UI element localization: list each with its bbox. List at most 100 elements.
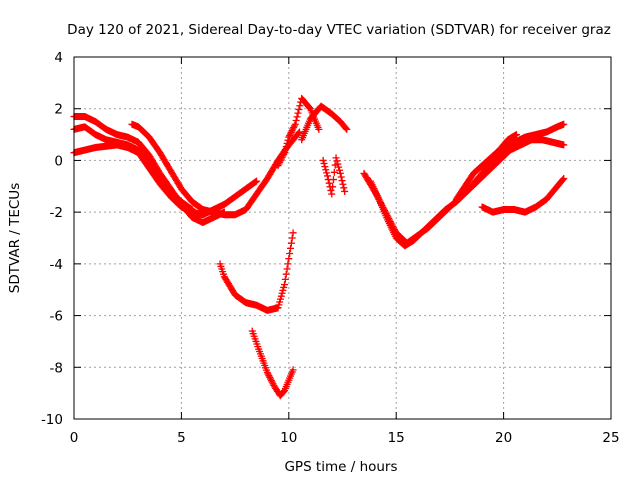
data-point	[288, 127, 296, 135]
axes: 0 5 10 15 20 25 -10 -8 -6 -4 -2 0 2 4	[41, 50, 620, 446]
data-point	[284, 136, 292, 144]
data-point	[341, 187, 349, 195]
y-tick-label: 2	[54, 102, 63, 118]
data-point	[291, 120, 299, 128]
data-point	[335, 166, 343, 174]
series-arc-3	[70, 123, 196, 214]
data-point	[287, 239, 295, 247]
x-tick-label: 5	[177, 430, 186, 446]
data-points	[70, 94, 568, 400]
data-point	[560, 141, 568, 149]
data-point	[338, 177, 346, 185]
data-point	[321, 163, 329, 171]
data-point	[279, 152, 287, 160]
data-point	[286, 132, 294, 140]
data-point	[281, 146, 289, 154]
data-point	[290, 122, 298, 130]
data-point	[327, 186, 335, 194]
data-point	[286, 130, 294, 138]
y-tick-label: -2	[50, 205, 63, 221]
data-point	[264, 370, 272, 378]
data-point	[266, 373, 274, 381]
data-point	[337, 173, 345, 181]
data-point	[332, 154, 340, 162]
data-point	[268, 378, 276, 386]
y-tick-label: 0	[54, 153, 63, 169]
data-point	[287, 244, 295, 252]
data-point	[276, 157, 284, 165]
data-point	[290, 123, 298, 131]
data-point	[289, 229, 297, 237]
data-point	[289, 366, 297, 374]
data-point	[281, 149, 289, 157]
series-arc-7	[274, 94, 323, 170]
data-point	[342, 124, 350, 132]
plot-frame	[73, 56, 612, 420]
data-point	[280, 150, 288, 158]
data-point	[188, 206, 196, 214]
data-point	[265, 372, 273, 380]
data-point	[274, 162, 282, 170]
data-point	[267, 375, 275, 383]
data-point	[323, 172, 331, 180]
data-point	[281, 275, 289, 283]
data-point	[284, 260, 292, 268]
data-point	[283, 139, 291, 147]
data-point	[325, 179, 333, 187]
data-point	[315, 125, 323, 133]
data-point	[322, 166, 330, 174]
data-point	[276, 158, 284, 166]
data-point	[296, 102, 304, 110]
data-point	[275, 160, 283, 168]
series-arc-6	[248, 327, 297, 400]
data-point	[263, 368, 271, 376]
y-tick-label: -6	[50, 309, 63, 325]
data-point	[281, 281, 289, 289]
data-point	[278, 154, 286, 162]
data-point	[339, 180, 347, 188]
data-point	[329, 176, 337, 184]
data-point	[294, 109, 302, 117]
data-point	[328, 190, 336, 198]
data-point	[560, 120, 568, 128]
series-arc-8	[298, 102, 351, 144]
data-point	[319, 156, 327, 164]
series-arc-9	[319, 154, 349, 198]
x-tick-label: 15	[388, 430, 405, 446]
x-tick-label: 10	[280, 430, 297, 446]
data-point	[282, 270, 290, 278]
data-point	[288, 234, 296, 242]
data-point	[295, 105, 303, 113]
data-point	[283, 265, 291, 273]
x-axis-label: GPS time / hours	[284, 459, 397, 475]
data-point	[286, 250, 294, 258]
data-point	[277, 155, 285, 163]
data-point	[287, 128, 295, 136]
data-point	[292, 117, 300, 125]
data-point	[289, 125, 297, 133]
data-point	[320, 160, 328, 168]
data-point	[330, 168, 338, 176]
x-tick-label: 0	[70, 430, 79, 446]
y-tick-label: 4	[54, 50, 63, 66]
data-point	[512, 131, 520, 139]
data-point	[267, 377, 275, 385]
data-point	[559, 175, 567, 183]
data-point	[285, 255, 293, 263]
x-tick-label: 20	[495, 430, 512, 446]
data-point	[560, 175, 568, 183]
data-point	[333, 157, 341, 165]
data-point	[340, 184, 348, 192]
series-arc-5	[216, 229, 297, 314]
y-tick-label: -10	[41, 412, 63, 428]
y-tick-label: -8	[50, 360, 63, 376]
data-point	[335, 163, 343, 171]
data-point	[282, 142, 290, 150]
series-arc-13	[478, 175, 568, 216]
chart-title: Day 120 of 2021, Sidereal Day-to-day VTE…	[67, 22, 611, 38]
y-tick-label: -4	[50, 257, 63, 273]
data-point	[253, 177, 261, 185]
data-point	[334, 160, 342, 168]
